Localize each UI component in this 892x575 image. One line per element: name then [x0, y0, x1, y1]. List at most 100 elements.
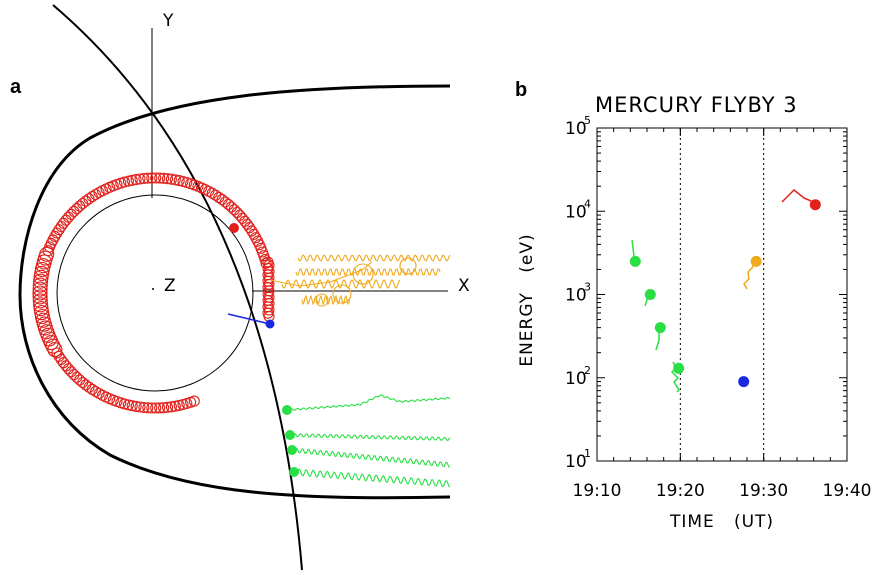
y-tick-exponent: 3 [584, 281, 591, 294]
red-gyration-loop [161, 401, 174, 413]
red-gyration-loop [154, 402, 166, 414]
red-gyration-loop [126, 174, 138, 186]
x-tick-label: 19:40 [823, 481, 872, 501]
y-tick-label: 10 [565, 202, 587, 222]
red-gyration-loop [33, 269, 49, 285]
green-ion-start [282, 405, 292, 415]
green-ion-path [286, 394, 451, 412]
orange-gyration-loop [399, 257, 417, 275]
data-points [629, 199, 821, 388]
red-gyration-loop [138, 401, 150, 414]
z-axis-dot [152, 288, 154, 290]
y-tick-exponent: 1 [584, 447, 591, 460]
red-gyration-loop [32, 285, 48, 301]
red-gyration-loop [45, 338, 61, 354]
green-ion-start [287, 445, 297, 455]
red-gyration-loop [33, 297, 49, 313]
red-gyration-loop [231, 206, 243, 218]
red-gyration-loop [165, 401, 177, 413]
red-gyration-loop [154, 172, 166, 184]
red-gyration-loop [43, 335, 59, 351]
panel-a: a Y X Z [10, 4, 470, 571]
y-tick-exponent: 4 [584, 197, 591, 210]
red-gyration-loop [47, 342, 63, 358]
data-point [644, 289, 656, 300]
red-gyration-loop [130, 400, 142, 412]
red-gyration-loop [118, 398, 131, 410]
green-ion-path [289, 433, 451, 441]
data-point [673, 362, 685, 374]
red-gyration-loop [126, 400, 138, 412]
red-gyration-loop [177, 175, 189, 188]
energy-tails [631, 188, 812, 393]
green-ion-start [289, 467, 299, 477]
data-point [738, 376, 750, 388]
red-gyration-loop [122, 175, 134, 187]
red-gyration-loop [74, 200, 86, 212]
red-gyration-loop [222, 198, 234, 210]
red-gyration-loop [146, 172, 158, 184]
spacecraft-trajectory [52, 4, 303, 571]
time-markers [679, 128, 765, 461]
red-gyration-loop [234, 209, 246, 221]
red-gyration-loop [161, 173, 174, 185]
ion-trajectory-high-energy [32, 172, 275, 414]
panel-b-label: b [515, 79, 527, 101]
planet-outline [56, 194, 254, 392]
red-gyration-loop [60, 214, 72, 226]
red-gyration-loop [158, 402, 170, 414]
red-gyration-loop [32, 277, 48, 293]
red-gyration-loop [150, 402, 162, 414]
red-gyration-loop [142, 402, 154, 414]
red-gyration-loop [68, 205, 80, 217]
y-tick-label: 10 [565, 119, 587, 139]
red-gyration-loop [32, 293, 48, 309]
red-gyration-loop [71, 203, 83, 215]
red-gyration-loop [142, 172, 154, 184]
data-point [809, 199, 821, 211]
ion-start-high-energy [229, 223, 239, 233]
x-tick-labels: 19:10 19:20 19:30 19:40 [573, 481, 872, 501]
orange-ion-path [297, 254, 451, 262]
green-ion-path [293, 468, 451, 488]
red-gyration-loop [134, 401, 146, 413]
orange-ion-path [281, 279, 401, 289]
red-gyration-loop [225, 201, 237, 213]
red-gyration-loop [68, 369, 80, 381]
red-gyration-loop [130, 174, 142, 186]
y-tick-exponent: 5 [584, 114, 591, 127]
ion-trajectories-low-energy [282, 394, 451, 488]
green-ion-start [285, 430, 295, 440]
red-gyration-loop [65, 208, 77, 220]
red-gyration-loop [150, 172, 162, 184]
red-gyration-loop [188, 395, 200, 407]
red-gyration-loop [53, 224, 65, 236]
y-tick-label: 10 [565, 369, 587, 389]
red-gyration-loop [134, 173, 146, 185]
data-point [654, 322, 666, 334]
red-gyration-loop [228, 204, 240, 216]
red-gyration-loop [173, 399, 185, 411]
ion-trajectories-mid-energy [269, 254, 451, 307]
red-gyration-loop [138, 172, 150, 185]
panel-a-label: a [10, 76, 22, 98]
x-tick-label: 19:10 [573, 481, 622, 501]
z-axis-letter: Z [164, 276, 176, 296]
orange-gyration-loop [352, 263, 374, 285]
red-gyration-loop [60, 360, 72, 372]
y-tick-label: 10 [565, 286, 587, 306]
ion-start-blue [265, 319, 275, 329]
red-gyration-loop [165, 173, 177, 185]
orange-ion-path [269, 261, 373, 287]
x-axis-label: TIME (UT) [669, 512, 774, 532]
orange-gyration-loop [315, 293, 329, 307]
orange-gyration-loop [332, 284, 352, 304]
y-tick-exponent: 2 [584, 364, 591, 377]
red-gyration-loop [173, 175, 185, 187]
magnetopause-boundary [18, 84, 451, 500]
data-point [629, 255, 641, 267]
green-ion-path [291, 447, 451, 468]
y-tick-label: 10 [565, 452, 587, 472]
